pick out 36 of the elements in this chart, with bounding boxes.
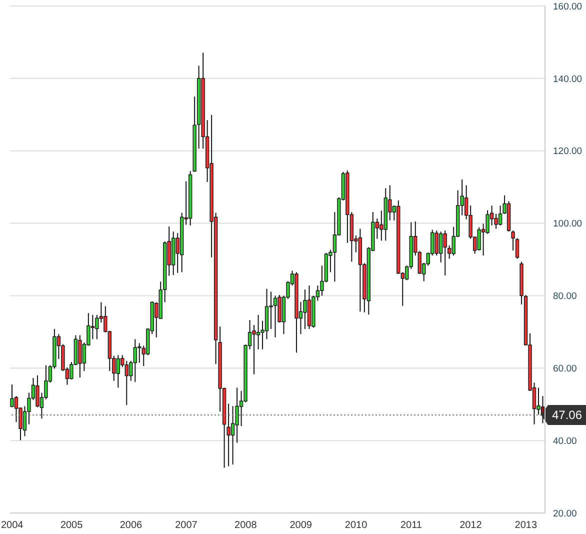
candlestick <box>477 226 481 251</box>
candlestick <box>303 289 307 330</box>
y-tick-label: 80.00 <box>553 291 577 302</box>
x-tick-label: 2009 <box>290 520 312 532</box>
candlestick <box>10 384 14 408</box>
x-tick-label: 2012 <box>460 520 482 532</box>
x-tick-label: 2013 <box>514 520 538 532</box>
y-tick-label: 20.00 <box>553 508 577 520</box>
x-tick-label: 2005 <box>60 520 84 532</box>
candlestick <box>133 338 137 382</box>
candlestick <box>230 406 235 465</box>
candlestick <box>124 360 128 406</box>
candlestick <box>443 230 447 276</box>
ref-line-label: 47.06 <box>552 408 582 422</box>
y-tick-label: 160.00 <box>553 1 582 12</box>
x-tick-label: 2008 <box>234 520 258 532</box>
x-tick-label: 2007 <box>175 520 198 532</box>
candlestick <box>116 354 120 388</box>
y-tick-label: 40.00 <box>553 436 577 447</box>
y-tick-label: 100.00 <box>553 218 582 230</box>
x-tick-label: 2006 <box>120 520 143 532</box>
candlestick <box>434 230 438 256</box>
y-tick-label: 140.00 <box>553 74 582 85</box>
candlestick <box>78 334 82 378</box>
candlestick <box>511 230 515 251</box>
x-tick-label: 2010 <box>344 520 368 532</box>
candlestick <box>273 295 278 338</box>
candlestick <box>256 314 260 350</box>
y-tick-label: 120.00 <box>553 146 582 158</box>
candlestick <box>138 342 142 364</box>
x-tick-label: 2011 <box>400 520 422 532</box>
candlestick <box>498 205 502 226</box>
candlestick <box>439 231 443 263</box>
candlestick <box>515 238 520 260</box>
y-tick-label: 60.00 <box>553 364 577 375</box>
x-tick-label: 2004 <box>1 520 24 532</box>
